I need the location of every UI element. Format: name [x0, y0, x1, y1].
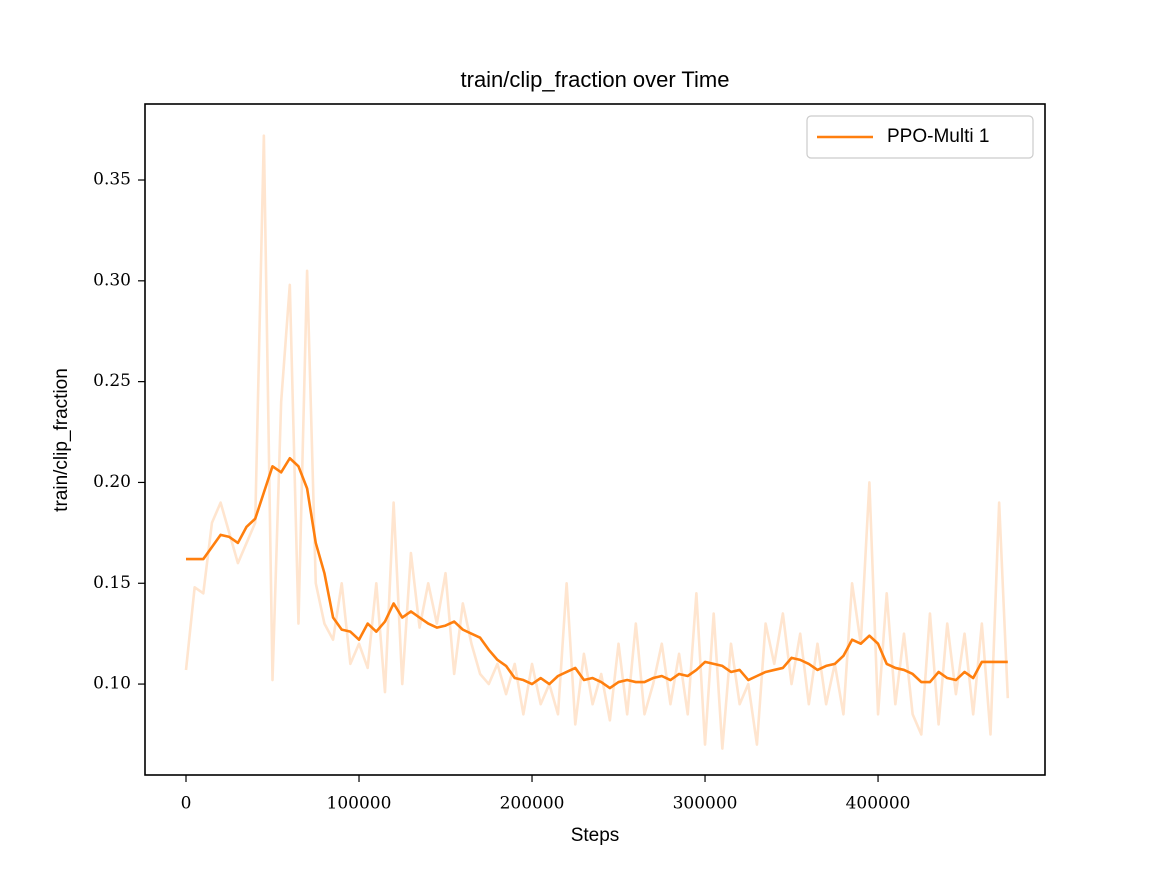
plot-area: [184, 134, 1010, 750]
y-tick-label: 0.15: [93, 573, 131, 593]
x-tick-label: 0: [181, 794, 192, 814]
legend-label: PPO-Multi 1: [887, 126, 989, 147]
y-tick-label: 0.20: [93, 472, 131, 492]
y-axis-label: train/clip_fraction: [51, 368, 72, 512]
data-line: [184, 134, 1010, 750]
y-tick-label: 0.30: [93, 270, 131, 290]
x-axis-label: Steps: [571, 825, 620, 846]
x-tick-label: 300000: [673, 794, 738, 814]
x-tick-label: 100000: [327, 794, 392, 814]
y-tick-label: 0.25: [93, 371, 131, 391]
axes-frame: [144, 103, 1046, 776]
y-tick-label: 0.35: [93, 170, 131, 190]
legend-box: [806, 115, 1034, 159]
data-line: [186, 456, 1008, 690]
x-tick-label: 400000: [846, 794, 911, 814]
y-tick-label: 0.10: [93, 674, 131, 694]
chart-title: train/clip_fraction over Time: [461, 67, 730, 92]
x-tick-label: 200000: [500, 794, 565, 814]
